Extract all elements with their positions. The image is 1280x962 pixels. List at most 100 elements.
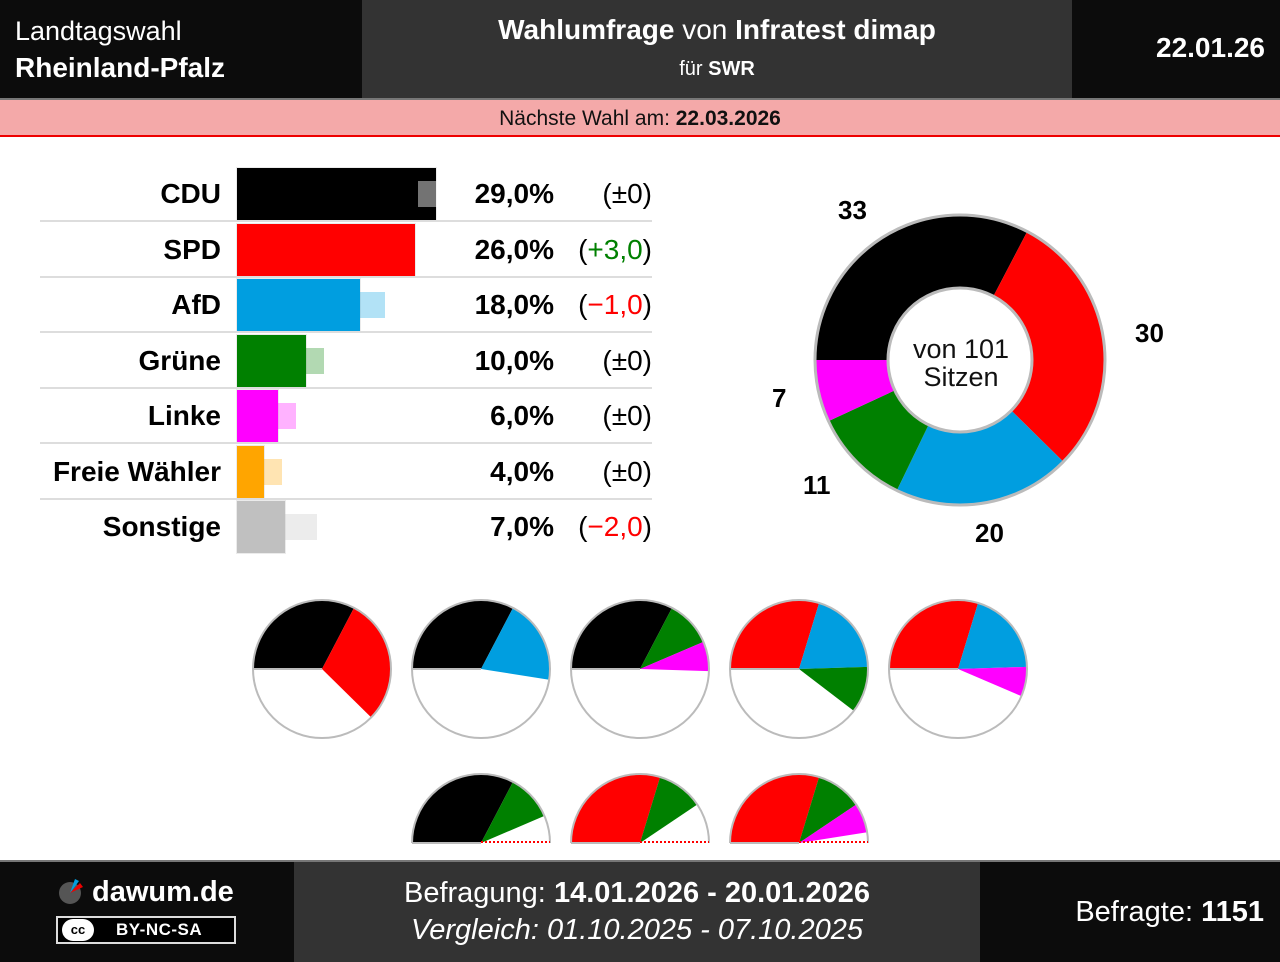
change-label: (±0) <box>602 455 652 487</box>
previous-marker-gruene <box>287 347 324 374</box>
coalition-slice-linke <box>640 641 709 672</box>
respondents-count: 1151 <box>1201 896 1264 928</box>
coalition-outline <box>570 773 710 844</box>
seat-distribution-chart <box>813 213 1107 507</box>
previous-marker-afd <box>349 292 386 318</box>
next-election-label: Nächste Wahl am: <box>499 107 676 130</box>
coalition-slice-gruene <box>481 781 545 843</box>
poll-client: für SWR <box>362 58 1072 81</box>
seat-center-label: von 101 Sitzen <box>891 335 1031 391</box>
bar-linke <box>237 390 279 442</box>
bar-freie-waehler <box>237 445 265 498</box>
seat-slice-cdu <box>815 215 1028 360</box>
party-label: CDU <box>160 178 221 209</box>
row-divider <box>40 275 652 278</box>
seat-slice-linke <box>815 360 895 422</box>
bar-row-sonstige: Sonstige 7,0% (−2,0) <box>40 500 652 554</box>
header-date: 22.01.26 <box>1072 0 1280 98</box>
coalition-cdu-spd <box>252 599 392 739</box>
party-label: Linke <box>147 400 221 431</box>
client-name: SWR <box>708 58 755 80</box>
coalition-slice-afd <box>958 602 1027 669</box>
seat-count-linke: 7 <box>772 383 787 413</box>
bar-row-afd: AfD 18,0% (−1,0) <box>40 278 652 333</box>
bar-row-spd: SPD 26,0% (+3,0) <box>40 223 652 278</box>
previous-marker-linke <box>260 403 297 429</box>
value-label: 29,0% <box>474 178 554 209</box>
coalition-spd-afd-linke <box>888 599 1028 739</box>
election-type: Landtagswahl <box>15 16 182 46</box>
value-label: 7,0% <box>490 511 554 542</box>
next-election-banner: Nächste Wahl am: 22.03.2026 <box>0 100 1280 137</box>
coalition-cdu-gruene <box>411 773 551 844</box>
license-badge[interactable]: cc BY-NC-SA <box>56 916 236 944</box>
seat-slice-spd <box>993 231 1105 462</box>
bar-spd <box>237 223 416 276</box>
survey-label: Befragung: <box>403 877 554 909</box>
donut-hole <box>886 286 1034 434</box>
coalition-cdu-gruene-linke <box>570 599 710 739</box>
footer-brand: dawum.de cc BY-NC-SA <box>0 862 294 962</box>
value-label: 4,0% <box>490 455 554 487</box>
pollster: Infratest dimap <box>735 14 936 45</box>
seat-count-cdu: 33 <box>838 195 867 225</box>
coalition-outline <box>729 599 869 739</box>
respondents: Befragte: 1151 <box>1075 896 1264 929</box>
row-divider <box>40 220 652 222</box>
change-label: (−2,0) <box>578 511 652 542</box>
coalition-outline <box>411 773 551 844</box>
coalition-outline <box>411 599 551 739</box>
change-label: (−1,0) <box>578 289 652 320</box>
header: Landtagswahl Rheinland-Pfalz Wahlumfrage… <box>0 0 1280 100</box>
seat-unit-label: Sitzen <box>923 362 999 392</box>
previous-marker-cdu <box>417 181 454 207</box>
previous-marker-sonstige <box>280 514 317 540</box>
survey-dates: 14.01.2026 - 20.01.2026 <box>553 877 870 909</box>
next-election-date: 22.03.2026 <box>675 107 781 130</box>
seat-count-gruene: 11 <box>803 470 831 500</box>
comparison-period: Vergleich: 01.10.2025 - 07.10.2025 <box>411 914 863 946</box>
seat-total-label: von 101 <box>912 334 1010 364</box>
bar-row-linke: Linke 6,0% (±0) <box>40 389 652 444</box>
party-label: AfD <box>171 289 221 320</box>
coalition-slice-gruene <box>799 776 857 843</box>
row-divider <box>40 497 652 500</box>
coalition-outline <box>729 773 869 844</box>
coalition-slice-spd <box>322 607 391 718</box>
coalition-slice-spd <box>889 600 979 669</box>
coalition-spd-afd-gruene <box>729 599 869 739</box>
coalition-slice-cdu <box>412 774 513 843</box>
change-label: (+3,0) <box>578 233 652 265</box>
change-label: (±0) <box>602 178 652 209</box>
value-label: 10,0% <box>474 344 554 376</box>
previous-marker-spd <box>376 236 413 263</box>
client-prefix: für <box>679 58 709 80</box>
seat-count-afd: 20 <box>975 518 1004 548</box>
change-label: (±0) <box>602 400 652 431</box>
license-text: BY-NC-SA <box>116 920 203 939</box>
dawum-logo-icon <box>59 879 83 904</box>
value-label: 6,0% <box>490 400 554 431</box>
coalition-slice-spd <box>730 774 820 843</box>
coalition-slice-cdu <box>571 600 672 669</box>
seat-slice-gruene <box>828 390 929 491</box>
bar-afd <box>237 279 361 331</box>
header-title: Wahlumfrage von Infratest dimap für SWR <box>362 0 1072 98</box>
brand-link[interactable]: dawum.de <box>92 876 234 908</box>
coalition-slice-spd <box>571 774 661 843</box>
bar-row-freie-waehler: Freie Wähler 4,0% (±0) <box>40 445 652 500</box>
bar-cdu <box>237 168 436 220</box>
coalition-slice-cdu <box>253 600 354 669</box>
poll-title: Wahlumfrage von Infratest dimap <box>362 14 1072 46</box>
coalition-slice-gruene <box>640 776 698 843</box>
row-divider <box>40 386 652 389</box>
previous-marker-freie-waehler <box>246 458 283 485</box>
header-election: Landtagswahl Rheinland-Pfalz <box>0 0 362 98</box>
survey-period: Befragung: 14.01.2026 - 20.01.2026 <box>294 877 980 910</box>
change-label: (±0) <box>602 344 652 376</box>
respondents-label: Befragte: <box>1075 896 1202 928</box>
title-connector: von <box>674 14 736 45</box>
coalition-slice-cdu <box>412 600 513 669</box>
coalition-slice-gruene <box>640 607 704 669</box>
row-divider <box>40 442 652 444</box>
